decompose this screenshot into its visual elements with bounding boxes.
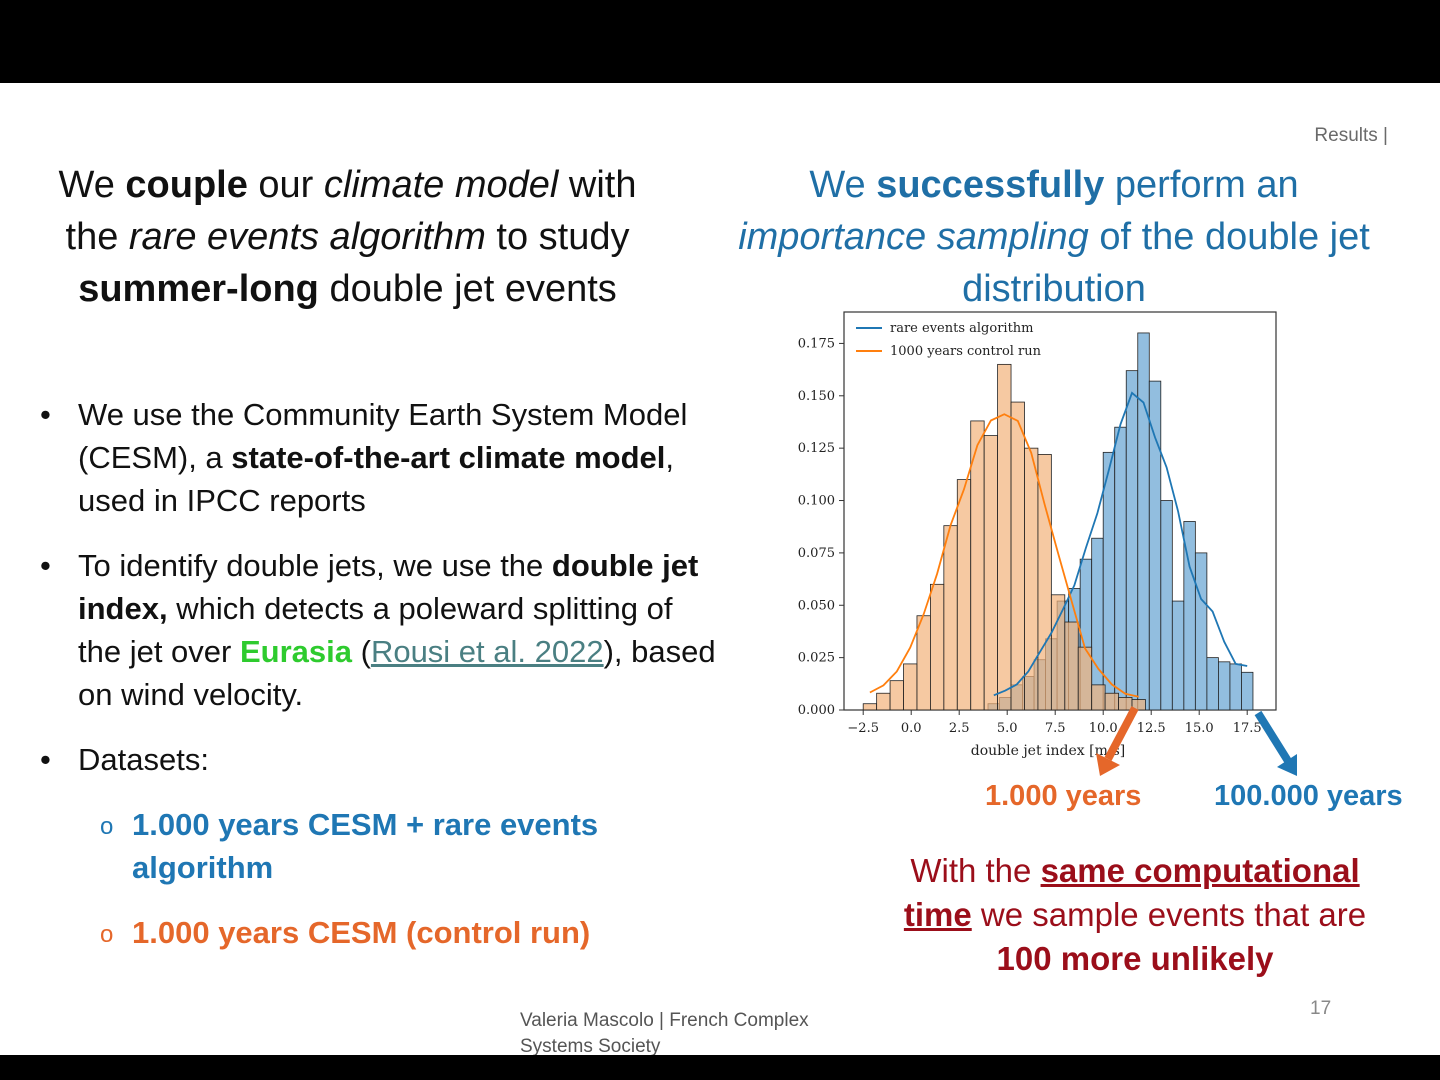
text-segment: To identify double jets, we use the xyxy=(78,548,552,583)
kde-line xyxy=(993,391,1248,697)
bullet-marker: • xyxy=(40,548,51,583)
text-segment: Eurasia xyxy=(239,634,352,669)
bullet-text: To identify double jets, we use the doub… xyxy=(78,548,716,712)
text-segment: we sample events that are xyxy=(971,896,1367,933)
y-tick-label: 0.125 xyxy=(798,441,835,456)
x-tick-label: 2.5 xyxy=(949,721,970,736)
histogram-chart: −2.5 0.0 2.5 5.0 7.5 10.0 12.5 15.0 17.5 0.000 0.0… xyxy=(780,298,1300,768)
x-tick-label: 0.0 xyxy=(901,721,922,736)
bullet-cesm: • We use the Community Earth System Mode… xyxy=(40,393,720,522)
bullet-datasets: • Datasets: xyxy=(40,738,720,781)
arrow-1000-years xyxy=(1096,706,1139,776)
bullet-list: • We use the Community Earth System Mode… xyxy=(40,393,720,954)
section-label: Results | xyxy=(1314,125,1388,146)
histogram-bar xyxy=(1194,552,1208,711)
text-segment[interactable]: Rousi et al. 2022 xyxy=(370,634,604,669)
y-tick-label: 0.175 xyxy=(798,336,835,351)
x-tick-label: 15.0 xyxy=(1185,721,1214,736)
footer-author: Valeria Mascolo | French Complex Systems… xyxy=(520,1010,809,1057)
bottom-letterbox xyxy=(0,1055,1440,1080)
text-segment: We xyxy=(809,164,877,206)
y-tick-label: 0.050 xyxy=(798,598,835,613)
page-number: 17 xyxy=(1310,998,1332,1019)
text-segment: We use the Community Earth System Model … xyxy=(78,397,688,475)
text-segment: of the double jet distribution xyxy=(962,216,1370,310)
dataset-control-run-text: 1.000 years CESM (control run) xyxy=(132,915,591,950)
conclusion-text: With the same computational time we samp… xyxy=(900,849,1370,981)
x-tick-label: 10.0 xyxy=(1089,721,1118,736)
text-segment: perform an xyxy=(1104,164,1299,206)
dataset-control-run: o 1.000 years CESM (control run) xyxy=(40,911,720,954)
y-tick-label: 0.025 xyxy=(798,651,835,666)
label-100000-years: 100.000 years xyxy=(1214,780,1403,812)
bullet-text: We use the Community Earth System Model … xyxy=(78,397,687,518)
bullet-marker: • xyxy=(40,742,51,777)
legend-label: 1000 years control run xyxy=(890,344,1042,359)
text-segment: double jet index, xyxy=(78,548,699,626)
text-segment: our xyxy=(247,164,324,206)
bullet-marker: • xyxy=(40,397,51,432)
text-segment: importance sampling xyxy=(738,216,1089,258)
text-segment: state-of-the-art climate model xyxy=(231,440,666,475)
x-tick-label: 7.5 xyxy=(1045,721,1066,736)
text-segment: couple xyxy=(125,164,248,206)
x-tick-label: 17.5 xyxy=(1233,721,1262,736)
label-1000-years: 1.000 years xyxy=(985,780,1142,812)
y-tick-label: 0.100 xyxy=(798,494,835,509)
top-letterbox xyxy=(0,0,1440,83)
dataset-rare-events: o 1.000 years CESM + rare events algorit… xyxy=(40,803,720,889)
text-segment: successfully xyxy=(876,164,1105,206)
text-segment: which detects a poleward splitting of th… xyxy=(78,591,673,669)
text-segment: climate model xyxy=(323,164,559,206)
x-tick-label: 12.5 xyxy=(1137,721,1166,736)
histogram-svg: −2.5 0.0 2.5 5.0 7.5 10.0 12.5 15.0 17.5 0.000 0.0… xyxy=(798,311,1277,759)
annotation-arrows xyxy=(1096,706,1297,776)
kde-line xyxy=(869,413,1139,698)
y-tick-label: 0.075 xyxy=(798,546,835,561)
arrow-100000-years xyxy=(1254,710,1297,776)
text-segment: with the xyxy=(65,164,637,258)
text-segment: summer-long xyxy=(78,268,319,310)
right-title: We successfully perform an importance sa… xyxy=(712,159,1396,315)
slide: Results | We couple our climate model wi… xyxy=(0,83,1440,1057)
histogram-bar xyxy=(1131,699,1146,711)
sub-bullet-marker: o xyxy=(100,813,114,840)
text-segment: ( xyxy=(352,634,371,669)
text-segment: rare events algorithm xyxy=(128,216,486,258)
x-axis-label: double jet index [m/s] xyxy=(971,743,1125,759)
bullet-double-jet-index: • To identify double jets, we use the do… xyxy=(40,544,720,716)
y-tick-label: 0.000 xyxy=(798,703,835,718)
text-segment: same computational time xyxy=(903,852,1360,933)
text-segment: With the xyxy=(910,852,1041,889)
text-segment: to study xyxy=(485,216,630,258)
x-tick-label: 5.0 xyxy=(997,721,1018,736)
left-title: We couple our climate model with the rar… xyxy=(30,159,665,315)
x-tick-label: −2.5 xyxy=(847,721,879,736)
text-segment: We xyxy=(58,164,126,206)
dataset-rare-events-text: 1.000 years CESM + rare events algorithm xyxy=(132,807,599,885)
legend-label: rare events algorithm xyxy=(890,321,1034,336)
text-segment: , used in IPCC reports xyxy=(78,440,674,518)
text-segment: ), based on wind velocity. xyxy=(78,634,716,712)
text-segment: double jet events xyxy=(318,268,617,310)
sub-bullet-marker: o xyxy=(100,921,114,948)
text-segment: 100 more unlikely xyxy=(996,940,1274,977)
y-tick-label: 0.150 xyxy=(798,389,835,404)
bullet-text: Datasets: xyxy=(78,742,209,777)
